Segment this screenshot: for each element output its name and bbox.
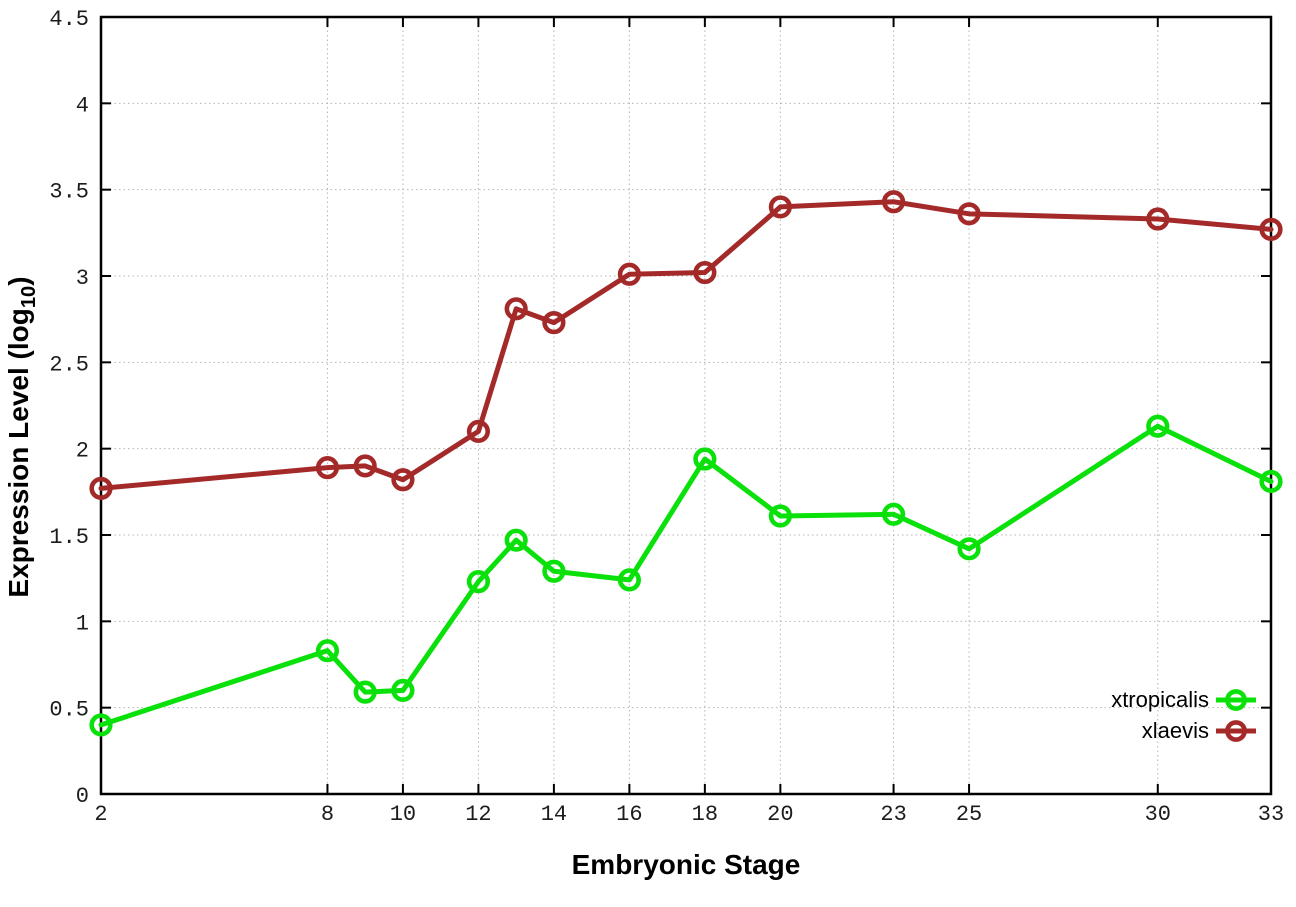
data-point-xtropicalis: [315, 639, 340, 663]
y-axis-title: Expression Level (log10): [3, 276, 41, 597]
data-point-xtropicalis: [693, 447, 717, 471]
x-tick-label: 10: [390, 802, 416, 827]
y-tick-label: 1.5: [49, 525, 89, 550]
data-point-xtropicalis: [1259, 469, 1283, 494]
x-tick-label: 33: [1258, 802, 1284, 827]
y-tick-label: 4: [76, 93, 89, 118]
data-point-xlaevis: [1146, 207, 1170, 231]
x-axis-title: Embryonic Stage: [571, 849, 801, 880]
plot-border: [99, 15, 1273, 796]
series-line-xlaevis: [98, 199, 1274, 491]
data-point-xtropicalis: [353, 680, 377, 704]
legend-entry-xtropicalis: xtropicalis: [1111, 684, 1258, 715]
y-tick-label: 4.5: [49, 7, 89, 32]
data-point-xtropicalis: [1146, 414, 1170, 438]
data-point-xlaevis: [315, 456, 340, 480]
legend-marker-xtropicalis-icon: [1216, 688, 1256, 711]
y-tick-label: 0: [76, 784, 89, 809]
data-point-xlaevis: [1259, 217, 1283, 241]
x-tick-label: 18: [692, 802, 718, 827]
data-point-xlaevis: [353, 454, 377, 478]
data-point-xlaevis: [504, 297, 528, 321]
data-point-xtropicalis: [391, 678, 415, 703]
data-point-xlaevis: [542, 311, 566, 335]
legend: xtropicalis xlaevis: [1111, 684, 1258, 746]
y-tick-label: 2: [76, 439, 89, 464]
legend-marker-xlaevis-icon: [1216, 719, 1256, 742]
data-point-xtropicalis: [881, 502, 906, 526]
y-axis-title-close: ): [3, 276, 35, 286]
x-tick-label: 12: [465, 802, 491, 827]
x-tick-label: 14: [541, 802, 567, 827]
data-point-xlaevis: [881, 190, 906, 214]
y-axis-title-text: Expression Level (log: [3, 308, 35, 598]
legend-label-xlaevis: xlaevis: [1141, 717, 1209, 743]
y-tick-label: 1: [76, 611, 89, 636]
data-point-xlaevis: [617, 262, 641, 286]
x-tick-label: 23: [880, 802, 906, 827]
data-point-xlaevis: [466, 419, 491, 444]
data-point-xlaevis: [89, 476, 113, 500]
x-tick-label: 20: [767, 802, 793, 827]
data-point-xtropicalis: [768, 504, 792, 528]
legend-label-xtropicalis: xtropicalis: [1111, 686, 1209, 712]
series-line-xtropicalis: [98, 423, 1274, 728]
x-tick-label: 8: [321, 802, 334, 827]
y-tick-label: 3: [76, 266, 89, 291]
x-tick-label: 30: [1145, 802, 1171, 827]
data-point-xtropicalis: [504, 528, 528, 552]
y-tick-label: 3.5: [49, 180, 89, 205]
data-point-xtropicalis: [542, 559, 566, 583]
data-point-xlaevis: [957, 202, 981, 226]
legend-entry-xlaevis: xlaevis: [1111, 715, 1258, 746]
data-point-xtropicalis: [89, 713, 113, 737]
y-tick-label: 2.5: [49, 352, 89, 377]
x-tick-label: 25: [956, 802, 982, 827]
data-point-xtropicalis: [617, 568, 641, 592]
x-tick-label: 16: [616, 802, 642, 827]
data-point-xtropicalis: [957, 537, 981, 561]
data-point-xlaevis: [768, 195, 792, 219]
y-axis-title-subscript: 10: [17, 285, 40, 309]
data-point-xtropicalis: [466, 570, 491, 594]
data-point-xlaevis: [391, 468, 415, 492]
y-tick-label: 0.5: [49, 698, 89, 723]
data-point-xlaevis: [693, 260, 717, 285]
x-tick-label: 2: [94, 802, 107, 827]
